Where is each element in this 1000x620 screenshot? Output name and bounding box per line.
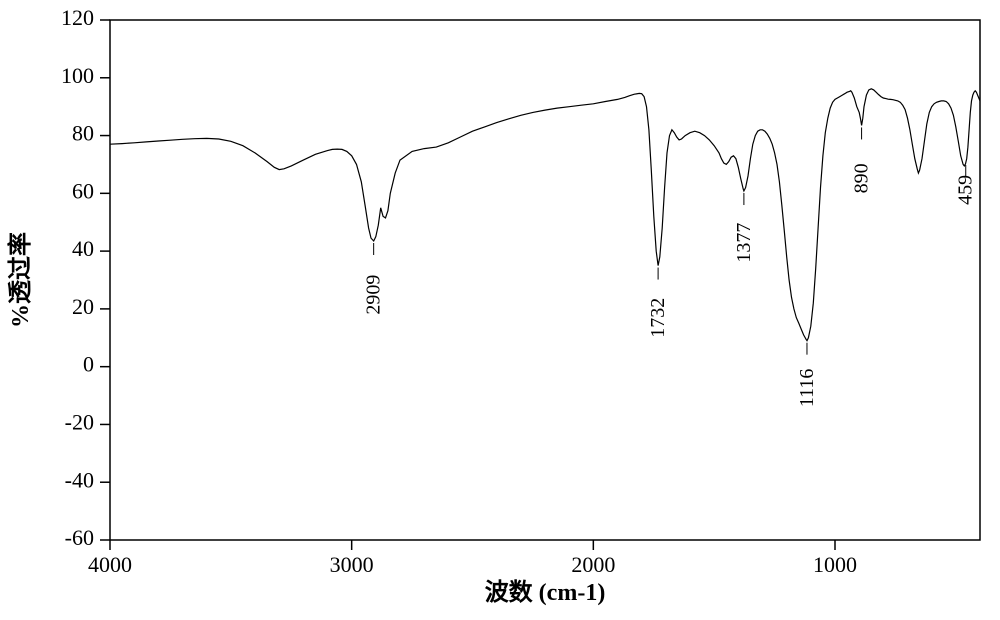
peak-label: 2909 [363,275,385,315]
peak-label: 1377 [733,223,755,263]
y-tick-label: 100 [61,63,94,88]
x-tick-label: 2000 [571,552,615,577]
y-tick-label: -20 [65,409,94,434]
y-tick-label: 40 [72,236,94,261]
y-tick-label: 60 [72,178,94,203]
x-tick-label: 1000 [813,552,857,577]
x-tick-label: 4000 [88,552,132,577]
y-tick-label: 0 [83,352,94,377]
peak-label: 1732 [647,298,669,338]
y-tick-label: -60 [65,525,94,550]
chart-svg: -60 -40 -20 0 20 40 60 80 100 120 4000 3000 2000 1000… [0,0,1000,620]
x-tick-label: 3000 [330,552,374,577]
y-tick-label: 80 [72,121,94,146]
ir-spectrum-chart: -60 -40 -20 0 20 40 60 80 100 120 4000 3000 2000 1000… [0,0,1000,620]
y-axis-label: %透过率 [6,232,34,328]
peak-label: 890 [851,163,873,193]
x-axis-label: 波数 (cm-1) [485,579,606,606]
y-tick-label: 120 [61,5,94,30]
spectrum-trace [110,89,980,341]
y-tick-label: 20 [72,294,94,319]
peak-label: 459 [955,175,977,205]
y-tick-label: -40 [65,467,94,492]
peak-label: 1116 [796,369,818,408]
